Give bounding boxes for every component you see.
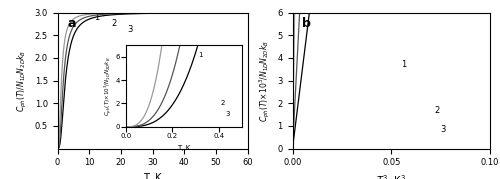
Text: 2: 2 bbox=[112, 19, 116, 28]
Text: 1: 1 bbox=[94, 13, 99, 22]
Text: 1: 1 bbox=[401, 60, 406, 69]
Y-axis label: $C_{ph}(T){\times}10^3/N_{1D}N_{2D}k_B$: $C_{ph}(T){\times}10^3/N_{1D}N_{2D}k_B$ bbox=[258, 40, 272, 122]
Text: 3: 3 bbox=[127, 25, 132, 34]
Text: b: b bbox=[302, 17, 311, 30]
Text: 3: 3 bbox=[440, 125, 446, 134]
Text: 2: 2 bbox=[434, 107, 440, 115]
Y-axis label: $C_{ph}(T)/N_{1D}N_{2D}k_B$: $C_{ph}(T)/N_{1D}N_{2D}k_B$ bbox=[16, 49, 29, 112]
X-axis label: T, K: T, K bbox=[144, 173, 162, 179]
Text: a: a bbox=[67, 17, 76, 30]
X-axis label: $T^3$, K$^3$: $T^3$, K$^3$ bbox=[376, 173, 406, 179]
